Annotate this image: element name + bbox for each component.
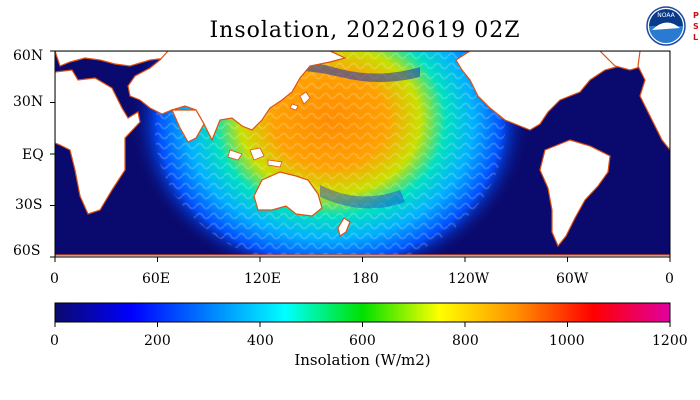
svg-text:NOAA: NOAA (657, 12, 675, 19)
psl-logo: P S L (693, 11, 699, 42)
map-ticks (50, 50, 671, 262)
cb-label-1000: 1000 (549, 333, 585, 349)
cb-label-400: 400 (247, 333, 274, 349)
svg-text:P: P (693, 11, 699, 20)
land-europe-east (637, 51, 670, 151)
lat-label-eq: EQ (22, 147, 44, 163)
colorbar-title: Insolation (W/m2) (294, 351, 431, 369)
colorbar-ticks (54, 322, 671, 327)
svg-text:S: S (693, 22, 699, 31)
land-japan (289, 91, 311, 111)
map-title: Insolation, 20220619 02Z (209, 18, 521, 43)
land-indonesia (227, 147, 283, 168)
cloud-band (320, 185, 405, 209)
lon-label-0-left: 0 (50, 271, 59, 287)
land-new-zealand (337, 217, 351, 237)
cb-label-600: 600 (349, 333, 376, 349)
lon-label-60e: 60E (142, 271, 171, 287)
lat-label-30s: 30S (15, 197, 43, 213)
lon-label-120e: 120E (244, 271, 281, 287)
cb-label-1200: 1200 (652, 333, 688, 349)
lat-label-60n: 60N (13, 48, 44, 64)
land-india (171, 109, 205, 143)
lat-label-30n: 30N (13, 94, 44, 110)
svg-text:L: L (693, 33, 698, 42)
cb-label-0: 0 (50, 333, 59, 349)
cloud-texture (155, 51, 505, 257)
noaa-logo: NOAA (646, 6, 686, 46)
lon-label-120w: 120W (448, 271, 490, 287)
land-asia (127, 51, 347, 142)
lon-label-0-right: 0 (665, 271, 674, 287)
lon-label-60w: 60W (556, 271, 589, 287)
lon-label-180: 180 (352, 271, 379, 287)
logo-group: NOAA P S L (646, 6, 699, 46)
colorbar (54, 302, 671, 323)
land-australia (253, 171, 323, 217)
land-south-america (539, 139, 611, 248)
cb-label-200: 200 (144, 333, 171, 349)
lat-label-60s: 60S (13, 243, 41, 259)
cb-label-800: 800 (452, 333, 479, 349)
